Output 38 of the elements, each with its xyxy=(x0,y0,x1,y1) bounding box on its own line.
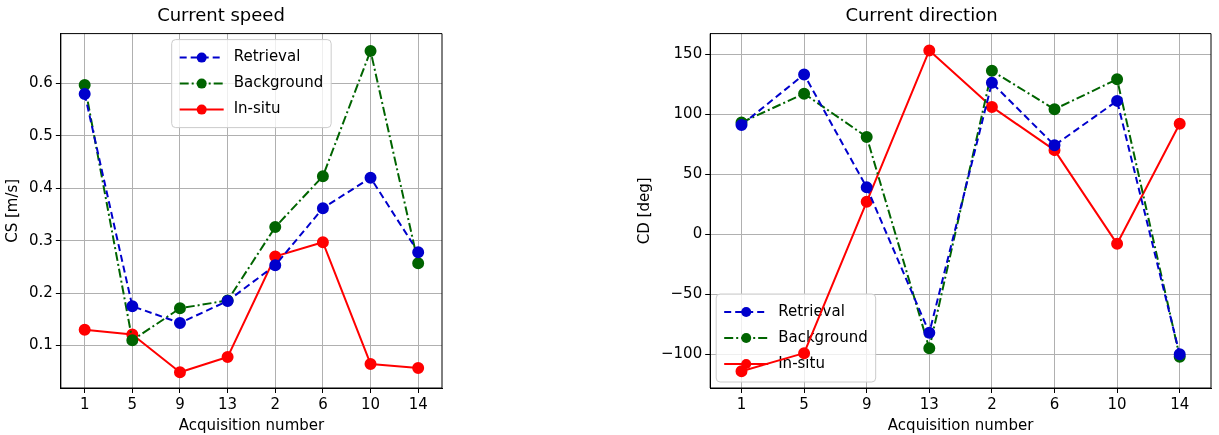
y-tick-label: 0 xyxy=(692,224,703,243)
y-tick-label: 50 xyxy=(683,164,703,183)
x-tick-label: 1 xyxy=(79,394,90,413)
y-tick-label: −100 xyxy=(661,344,703,363)
y-tick-label: 100 xyxy=(673,103,703,122)
legend-label: Retrieval xyxy=(233,47,301,66)
y-tick-label: 0.2 xyxy=(29,283,53,301)
x-tick-label: 14 xyxy=(1170,394,1190,413)
y-tick-label: −50 xyxy=(670,284,703,303)
chart-title: Current speed xyxy=(157,4,285,26)
y-tick-label: 0.4 xyxy=(29,178,53,197)
x-tick-label: 2 xyxy=(270,394,281,413)
x-tick-label: 5 xyxy=(799,394,809,413)
x-tick-label: 5 xyxy=(127,394,138,413)
x-tick-label: 9 xyxy=(861,394,872,413)
x-tick-label: 10 xyxy=(1107,394,1127,413)
legend-label: In-situ xyxy=(233,99,281,118)
x-tick-label: 6 xyxy=(318,394,328,413)
x-tick-label: 13 xyxy=(919,394,939,413)
y-tick-label: 0.3 xyxy=(29,230,53,249)
x-axis-title: Acquisition number xyxy=(178,415,325,434)
x-axis-title: Acquisition number xyxy=(887,415,1035,434)
y-tick-label: 0.6 xyxy=(29,73,53,92)
y-tick-label: 0.5 xyxy=(29,125,53,144)
chart-title: Current direction xyxy=(845,4,998,26)
y-tick-label: 0.1 xyxy=(29,335,53,354)
x-tick-label: 1 xyxy=(736,394,747,413)
x-tick-label: 13 xyxy=(218,394,238,413)
legend-label: Background xyxy=(233,73,324,92)
y-axis-title: CS [m/s] xyxy=(2,178,21,243)
x-tick-label: 2 xyxy=(987,394,997,413)
x-tick-label: 9 xyxy=(175,394,185,413)
x-tick-label: 6 xyxy=(1049,394,1060,413)
y-axis-title: CD [deg] xyxy=(634,177,653,245)
x-tick-label: 14 xyxy=(408,394,428,413)
y-tick-label: 150 xyxy=(673,43,703,62)
legend-label: In-situ xyxy=(778,353,825,372)
x-tick-label: 10 xyxy=(360,394,381,413)
